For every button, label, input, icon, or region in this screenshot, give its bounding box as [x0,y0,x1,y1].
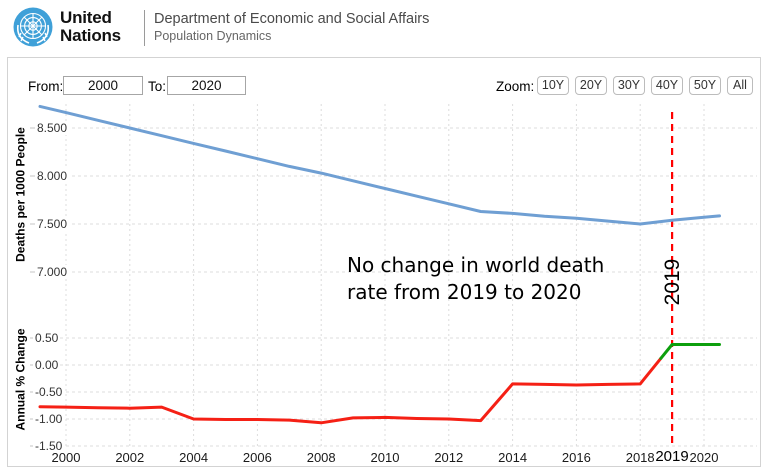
annotation-line1: No change in world death [347,252,604,279]
plotline-year-label-rotated: 2019 [647,257,699,307]
x-tick-label: 2018 [618,451,662,465]
bottom-yaxis-title: Annual % Change [15,320,28,440]
x-tick-label: 2004 [172,451,216,465]
x-tick-label: 2010 [363,451,407,465]
y-tick-label: 8.500 [35,121,69,135]
y-tick-label: -1.00 [33,412,64,426]
y-tick-label: 7.500 [35,217,69,231]
x-tick-label: 2008 [299,451,343,465]
chart-canvas [0,0,768,467]
x-tick-label: 2016 [554,451,598,465]
chart-annotation: No change in world death rate from 2019 … [347,252,604,306]
y-tick-label: 7.000 [35,265,69,279]
x-tick-label: 2020 [682,451,726,465]
top-yaxis-title: Deaths per 1000 People [15,115,28,275]
annotation-line2: rate from 2019 to 2020 [347,279,604,306]
y-tick-label: 0.50 [33,331,60,345]
y-tick-label: 8.000 [35,169,69,183]
x-tick-label: 2002 [108,451,152,465]
y-tick-label: 0.00 [33,358,60,372]
annual-change-line-red [40,358,661,423]
x-tick-label: 2014 [491,451,535,465]
x-tick-label: 2006 [235,451,279,465]
death-rate-line [40,106,720,224]
x-tick-label: 2000 [44,451,88,465]
x-tick-label: 2012 [427,451,471,465]
annual-change-line-green [661,345,720,359]
y-tick-label: -0.50 [33,385,64,399]
